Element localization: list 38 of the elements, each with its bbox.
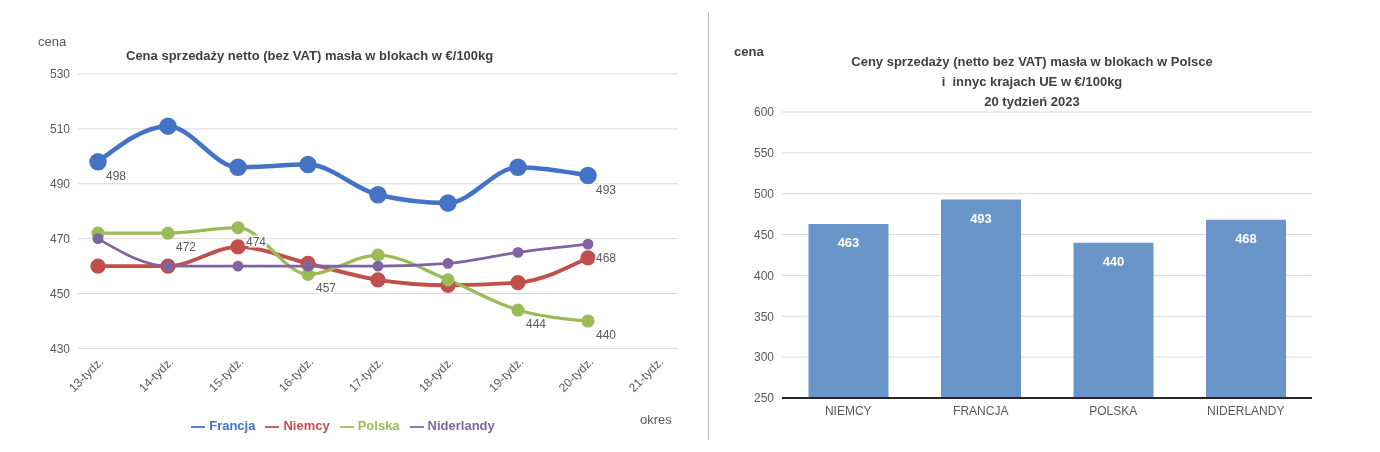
legend-label: Polska <box>357 418 400 434</box>
y-tick-label: 450 <box>753 227 775 242</box>
legend-label: Niderlandy <box>427 418 495 434</box>
y-tick-label: 600 <box>753 105 775 120</box>
y-tick-label: 450 <box>49 286 71 301</box>
y-tick-label: 500 <box>753 186 775 201</box>
y-tick-label: 350 <box>753 309 775 324</box>
data-label: 472 <box>176 240 197 255</box>
legend-label: Francja <box>209 418 256 434</box>
data-label: 444 <box>526 317 547 332</box>
legend-label: Niemcy <box>283 418 330 434</box>
x-tick-label: NIDERLANDY <box>1207 403 1285 418</box>
y-tick-label: 490 <box>49 177 71 192</box>
y-axis-title: cena <box>38 34 67 49</box>
y-tick-label: 430 <box>49 341 71 356</box>
y-tick-label: 550 <box>753 146 775 161</box>
data-label: 440 <box>1102 253 1125 269</box>
y-tick-label: 530 <box>49 67 71 82</box>
x-tick-label: FRANCJA <box>953 403 1009 418</box>
y-tick-label: 300 <box>753 350 775 365</box>
y-tick-label: 510 <box>49 122 71 137</box>
x-tick-label: NIEMCY <box>824 403 872 418</box>
x-tick-label: POLSKA <box>1089 403 1138 418</box>
y-axis-title: cena <box>734 44 764 59</box>
data-label: 493 <box>970 210 992 226</box>
chart-title: Cena sprzedaży netto (bez VAT) masła w blokach w €/100kg <box>126 48 494 63</box>
y-tick-label: 250 <box>753 391 775 406</box>
data-label: 468 <box>596 251 617 266</box>
y-tick-label: 470 <box>49 231 71 246</box>
data-label: 463 <box>837 235 860 251</box>
data-label: 498 <box>106 168 127 183</box>
data-label: 493 <box>596 182 617 197</box>
data-label: 457 <box>316 281 337 296</box>
data-label: 468 <box>1235 231 1257 247</box>
chart-title: Ceny sprzedaży (netto bez VAT) masła w blokach w Polsce i innyc krajach UE w €/100kg 20 tydzień 2023 <box>850 53 1214 109</box>
data-label: 440 <box>596 327 617 342</box>
y-tick-label: 400 <box>753 268 775 283</box>
x-axis-title: okres <box>640 412 672 427</box>
